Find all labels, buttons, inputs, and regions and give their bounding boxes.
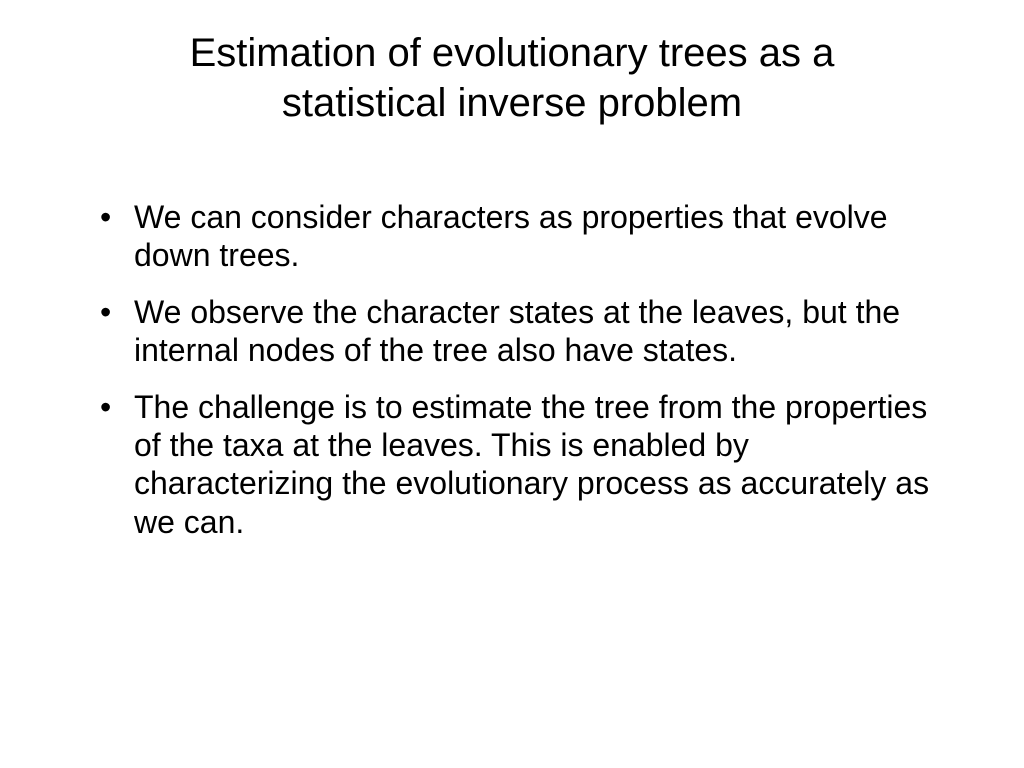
list-item: We can consider characters as properties… xyxy=(100,198,944,275)
list-item: The challenge is to estimate the tree fr… xyxy=(100,388,944,542)
slide: Estimation of evolutionary trees as a st… xyxy=(0,0,1024,768)
bullet-list: We can consider characters as properties… xyxy=(70,198,954,541)
list-item: We observe the character states at the l… xyxy=(100,293,944,370)
slide-title: Estimation of evolutionary trees as a st… xyxy=(102,28,922,128)
